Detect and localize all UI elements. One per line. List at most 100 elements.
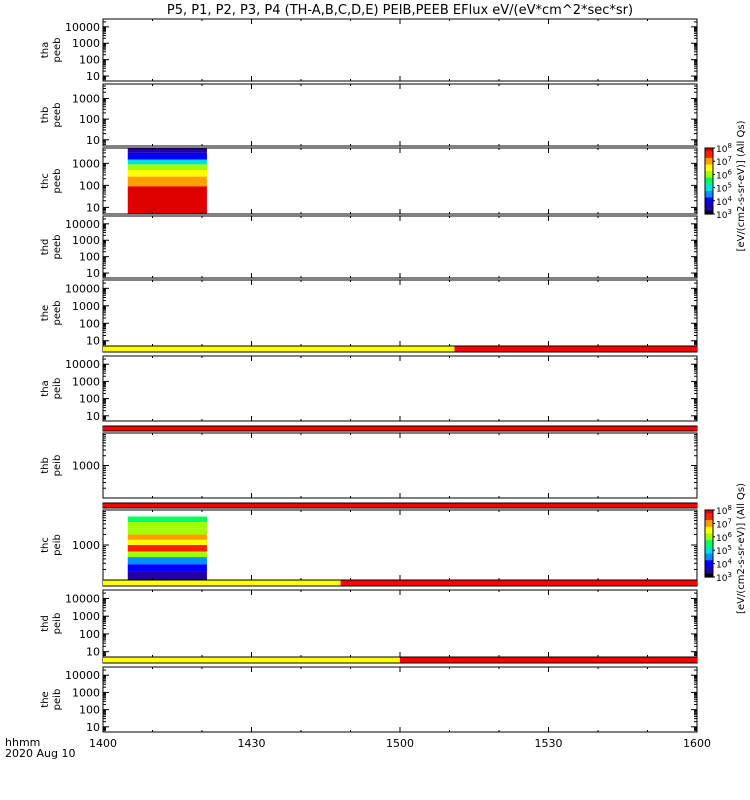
spectrogram-cell bbox=[127, 551, 207, 558]
spectrogram-cell bbox=[127, 539, 207, 545]
y-tick-label: 100 bbox=[79, 113, 100, 126]
y-axis-label-probe: thd bbox=[40, 239, 51, 256]
colorbar-swatch bbox=[705, 565, 713, 568]
colorbar-tick-label: 105 bbox=[716, 182, 732, 195]
colorbar-swatch bbox=[705, 534, 713, 537]
panel-thc-peeb: 10 100 1000 thc peeb bbox=[40, 147, 698, 215]
y-tick-label: 1000 bbox=[72, 610, 100, 623]
colorbar-swatch bbox=[705, 517, 713, 520]
colorbar-swatch bbox=[705, 162, 713, 164]
y-tick-label: 1000 bbox=[72, 375, 100, 388]
colorbar-swatch bbox=[705, 547, 713, 550]
colorbar-swatch bbox=[705, 170, 713, 172]
flag-bar-segment bbox=[103, 657, 400, 663]
colorbar-swatch bbox=[705, 551, 713, 554]
spectrogram-cell bbox=[127, 557, 207, 565]
colorbar-swatch bbox=[705, 178, 713, 181]
x-tick-label: 1600 bbox=[683, 737, 711, 750]
colorbar-swatch bbox=[705, 549, 713, 551]
y-tick-label: 100 bbox=[79, 179, 100, 192]
colorbar-swatch bbox=[705, 210, 713, 213]
colorbar-swatch bbox=[705, 171, 713, 173]
y-tick-label: 1000 bbox=[72, 460, 100, 473]
y-axis-label-probe: thd bbox=[40, 615, 51, 632]
panel-tha-peib: 10 100 1000 10000 tha peib bbox=[40, 355, 698, 432]
colorbar-swatch bbox=[705, 536, 713, 539]
colorbar-swatch bbox=[705, 563, 713, 566]
y-axis-label-probe: the bbox=[40, 691, 51, 707]
spectrogram-cell bbox=[127, 148, 207, 153]
colorbar-swatch bbox=[705, 160, 713, 162]
colorbar-swatch bbox=[705, 545, 713, 548]
flag-bar-segment bbox=[340, 580, 697, 586]
panel-frame bbox=[102, 589, 698, 658]
colorbar-swatch bbox=[705, 197, 713, 200]
panel-thb-peeb: 10 100 1000 thb peeb bbox=[40, 83, 698, 147]
colorbar-swatch bbox=[705, 515, 713, 518]
colorbar-swatch bbox=[705, 165, 713, 168]
panel-thd-peib: 10 100 1000 10000 thd peib bbox=[40, 589, 698, 664]
colorbar-swatch bbox=[705, 154, 713, 157]
colorbar-swatch bbox=[705, 179, 713, 182]
y-tick-label: 10 bbox=[86, 335, 100, 348]
colorbar-swatch bbox=[705, 206, 713, 208]
y-tick-label: 1000 bbox=[72, 300, 100, 313]
colorbar-tick-label: 106 bbox=[716, 168, 732, 181]
y-axis-label-probe: thc bbox=[40, 537, 51, 553]
colorbar-swatch bbox=[705, 150, 713, 152]
colorbar-swatch bbox=[705, 537, 713, 540]
colorbar-swatch bbox=[705, 194, 713, 196]
colorbar-swatch bbox=[705, 558, 713, 560]
y-tick-label: 10000 bbox=[65, 358, 100, 371]
colorbar-swatch bbox=[705, 518, 713, 521]
colorbar-swatch bbox=[705, 200, 713, 203]
y-axis-label-probe: tha bbox=[40, 42, 51, 58]
y-tick-label: 10 bbox=[86, 70, 100, 83]
colorbar-swatch bbox=[705, 203, 713, 205]
panel-frame bbox=[102, 355, 698, 422]
spectrogram-cell bbox=[127, 534, 207, 540]
colorbar-label: [eV/(cm2-s-sr-eV)] (All Qs) bbox=[736, 483, 747, 614]
colorbar-swatch bbox=[705, 172, 713, 174]
y-tick-label: 1000 bbox=[72, 234, 100, 247]
colorbar-swatch bbox=[705, 559, 713, 561]
colorbar-swatch bbox=[705, 190, 713, 193]
colorbar-swatch bbox=[705, 156, 713, 159]
colorbar-swatch bbox=[705, 524, 713, 527]
colorbar-swatch bbox=[705, 540, 713, 542]
colorbar-swatch bbox=[705, 183, 713, 185]
colorbar-label: [eV/(cm2-s-sr-eV)] (All Qs) bbox=[736, 120, 747, 251]
colorbar-swatch bbox=[705, 571, 713, 574]
colorbar-swatch bbox=[705, 161, 713, 163]
spectrogram-cell bbox=[127, 186, 207, 214]
y-tick-label: 1000 bbox=[72, 539, 100, 552]
y-axis-label-probe: thc bbox=[40, 173, 51, 189]
colorbar-swatch bbox=[705, 184, 713, 186]
colorbar-swatch bbox=[705, 555, 713, 558]
colorbar-swatch bbox=[705, 181, 713, 183]
x-tick-label: 1500 bbox=[386, 737, 414, 750]
y-axis-label-product: peeb bbox=[52, 235, 63, 260]
y-tick-label: 10 bbox=[86, 134, 100, 147]
panel-frame bbox=[102, 666, 698, 733]
panel-frame bbox=[102, 279, 698, 347]
colorbar-swatch bbox=[705, 192, 713, 194]
colorbar-swatch bbox=[705, 554, 713, 557]
colorbar-tick-label: 107 bbox=[716, 155, 732, 168]
colorbar-swatch bbox=[705, 175, 713, 178]
x-tick-label: 1430 bbox=[238, 737, 266, 750]
colorbar-swatch bbox=[705, 209, 713, 212]
spectrogram-cell bbox=[127, 528, 207, 535]
y-axis-label-probe: thb bbox=[40, 107, 51, 124]
y-tick-label: 1000 bbox=[72, 157, 100, 170]
colorbar-swatch bbox=[705, 531, 713, 533]
colorbar-swatch bbox=[705, 566, 713, 569]
colorbar-swatch bbox=[705, 187, 713, 190]
colorbar-swatch bbox=[705, 525, 713, 528]
colorbar-swatch bbox=[705, 193, 713, 195]
x-tick-label: 1530 bbox=[535, 737, 563, 750]
flag-bar-segment bbox=[103, 346, 455, 352]
y-tick-label: 100 bbox=[79, 251, 100, 264]
